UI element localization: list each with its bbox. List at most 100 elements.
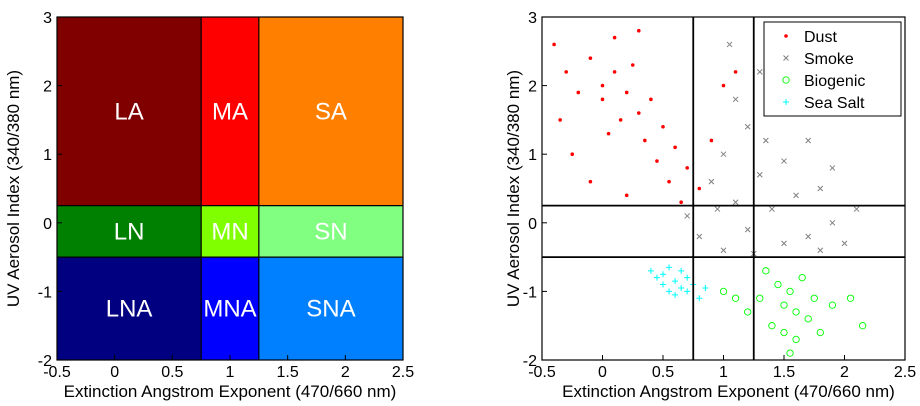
y-axis-ticks: -2 -1 0 1 2 3 <box>523 10 547 370</box>
dust-point <box>655 159 659 163</box>
sea-salt-point <box>684 288 691 295</box>
dust-point <box>679 200 683 205</box>
x-tick-label: -0.5 <box>528 364 556 381</box>
dust-point <box>637 28 641 33</box>
region-cell-la <box>57 17 202 206</box>
smoke-point <box>756 69 763 75</box>
dust-point <box>588 56 593 60</box>
dust-point <box>630 63 635 67</box>
region-label-la: LA <box>114 98 143 125</box>
dust-point <box>709 138 714 143</box>
smoke-point <box>781 240 787 247</box>
boundary-lines <box>542 17 905 360</box>
region-label-ma: MA <box>212 98 248 125</box>
region-label-sn: SN <box>314 218 347 245</box>
legend-label-biogenic: Biogenic <box>804 73 865 90</box>
smoke-point <box>732 96 739 103</box>
y-tick-label: -2 <box>523 353 537 370</box>
x-tick-label: 0.5 <box>652 364 674 381</box>
biogenic-point <box>798 274 806 282</box>
x-axis-label: Extinction Angstrom Exponent (470/660 nm… <box>64 382 397 401</box>
biogenic-point <box>780 301 788 309</box>
biogenic-point <box>744 308 752 316</box>
dust-point <box>552 42 556 47</box>
y-tick-label: -1 <box>523 284 537 301</box>
smoke-point <box>708 178 715 185</box>
smoke-point <box>817 185 824 192</box>
dust-point <box>600 97 605 102</box>
dust-point <box>606 131 611 136</box>
legend-label-smoke: Smoke <box>804 51 854 68</box>
biogenic-point <box>859 322 867 330</box>
y-axis-ticks: -2 -1 0 1 2 3 <box>38 10 62 370</box>
smoke-point <box>684 213 691 219</box>
sea-salt-point <box>678 284 685 291</box>
scatter-points <box>552 28 867 357</box>
smoke-point <box>853 206 860 212</box>
region-label-mna: MNA <box>203 296 256 323</box>
dust-point <box>564 70 568 74</box>
dust-point <box>618 118 623 122</box>
smoke-point <box>793 192 799 199</box>
dust-point <box>558 118 562 122</box>
x-tick-label: 0.5 <box>161 364 183 381</box>
biogenic-point <box>774 280 782 289</box>
y-tick-label: 1 <box>43 147 52 164</box>
dust-point <box>673 145 677 150</box>
dust-point <box>667 179 671 184</box>
dust-point <box>624 193 629 198</box>
x-axis-ticks: -0.5 0 0.5 1 1.5 2 2.5 <box>528 355 916 381</box>
smoke-point <box>726 41 733 48</box>
sea-salt-point <box>672 291 679 298</box>
smoke-point <box>744 226 751 233</box>
smoke-point <box>805 233 812 240</box>
dust-point <box>612 70 617 74</box>
region-cell-sn <box>258 205 403 258</box>
x-axis-ticks: -0.5 0 0.5 1 1.5 2 2.5 <box>43 355 414 381</box>
y-tick-label: 3 <box>43 10 52 27</box>
y-tick-label: -2 <box>38 353 52 370</box>
biogenic-point <box>768 322 776 330</box>
y-tick-label: 2 <box>43 79 52 96</box>
biogenic-point <box>786 349 794 357</box>
region-cells <box>57 17 403 360</box>
sea-salt-point <box>660 281 666 288</box>
legend-marker-smoke <box>783 55 789 61</box>
region-cell-ln <box>57 205 202 258</box>
smoke-point <box>805 137 812 144</box>
sea-salt-point <box>696 295 703 302</box>
smoke-point <box>817 247 824 254</box>
biogenic-point <box>792 335 800 344</box>
dust-point <box>733 70 738 74</box>
sea-salt-point <box>653 274 660 281</box>
legend-marker-sea-salt <box>783 99 789 105</box>
legend-label-dust: Dust <box>804 29 837 46</box>
smoke-point <box>696 233 703 240</box>
x-tick-label: 2.5 <box>894 364 916 381</box>
smoke-point <box>762 137 769 144</box>
sea-salt-point <box>660 271 666 278</box>
region-cell-sa <box>258 17 403 206</box>
biogenic-point <box>828 301 837 309</box>
biogenic-point <box>719 287 728 296</box>
biogenic-point <box>762 267 770 275</box>
x-tick-label: 2.5 <box>392 364 414 381</box>
dust-point <box>685 166 689 170</box>
region-label-lna: LNA <box>106 296 153 323</box>
region-cell-ma <box>201 17 259 206</box>
dust-point <box>637 111 641 115</box>
legend: Dust Smoke Biogenic Sea Salt <box>763 21 902 117</box>
region-label-ln: LN <box>114 218 145 245</box>
x-tick-label: 1.5 <box>277 364 299 381</box>
region-label-mn: MN <box>211 218 248 245</box>
dust-point <box>588 179 593 184</box>
biogenic-point <box>846 294 855 302</box>
smoke-point <box>769 206 775 212</box>
legend-marker-biogenic <box>782 76 790 84</box>
biogenic-point <box>810 294 818 302</box>
smoke-point <box>714 206 721 212</box>
region-chart: LA MA SA LN MN SN LNA MNA SNA -0.5 0 0.5 1 1.5 2 2.5 -… <box>4 10 414 401</box>
y-tick-label: 1 <box>528 147 537 164</box>
sea-salt-point <box>684 274 691 281</box>
